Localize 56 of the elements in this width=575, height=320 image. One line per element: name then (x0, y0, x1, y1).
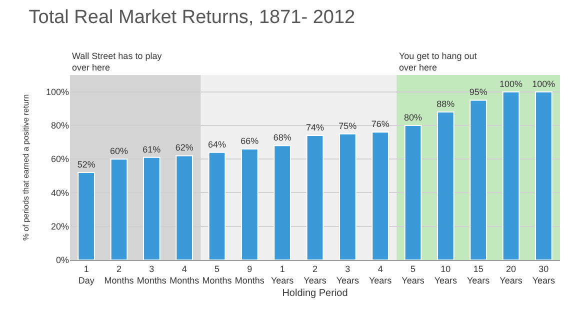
data-label: 61% (142, 144, 161, 154)
x-axis-title: Holding Period (282, 288, 348, 299)
band-label: You get to hang out over here (399, 51, 478, 73)
bar (404, 124, 422, 260)
data-label: 75% (338, 120, 357, 131)
x-tick-label: 20 Years (500, 264, 523, 286)
bar (502, 91, 520, 260)
data-label: 74% (306, 122, 324, 133)
x-tick-label: 10 Years (434, 264, 458, 286)
y-axis-title: % of periods that earned a positive return (22, 94, 31, 241)
data-label: 52% (77, 160, 96, 170)
bar (241, 148, 258, 260)
x-tick-label: 3 Months (136, 264, 167, 286)
data-label: 64% (208, 139, 226, 150)
x-tick-label: 1 Years (270, 264, 294, 286)
y-tick-label: 80% (50, 120, 69, 131)
data-label: 100% (532, 78, 556, 89)
x-tick-label: 5 Years (402, 264, 425, 286)
data-label: 88% (436, 99, 455, 109)
y-tick-label: 40% (50, 188, 69, 198)
data-label: 66% (240, 136, 259, 146)
data-label: 80% (404, 112, 422, 122)
x-tick-label: 9 Months (234, 264, 265, 286)
bar (78, 172, 95, 260)
x-tick-label: 4 Months (170, 264, 200, 286)
x-tick-label: 3 Years (336, 264, 360, 286)
y-tick-label: 0% (56, 255, 69, 266)
bar (470, 100, 487, 260)
y-tick-label: 20% (50, 222, 69, 232)
x-tick-label: 5 Months (202, 264, 232, 286)
y-tick-label: 100% (46, 86, 69, 97)
x-tick-label: 15 Years (466, 264, 490, 286)
data-label: 100% (499, 78, 523, 89)
bar (535, 91, 552, 260)
bar (274, 145, 291, 260)
data-label: 76% (371, 119, 390, 130)
y-tick-label: 60% (50, 154, 69, 164)
bar (208, 152, 226, 260)
bar (437, 112, 454, 260)
bar (143, 156, 160, 260)
bar (306, 135, 324, 260)
data-label: 62% (175, 142, 194, 153)
data-label: 95% (469, 87, 488, 98)
x-tick-label: 2 Months (104, 264, 134, 286)
x-tick-label: 4 Years (368, 264, 392, 286)
bar (110, 158, 128, 260)
data-label: 60% (110, 146, 128, 156)
data-label: 68% (273, 132, 292, 143)
chart-title: Total Real Market Returns, 1871- 2012 (28, 6, 356, 28)
bar (372, 132, 389, 260)
x-tick-label: 1 Day (78, 264, 95, 286)
x-tick-label: 30 Years (532, 264, 556, 286)
x-tick-label: 2 Years (304, 264, 327, 286)
bar (176, 155, 193, 260)
band-label: Wall Street has to play over here (72, 51, 162, 73)
bar (339, 133, 356, 260)
